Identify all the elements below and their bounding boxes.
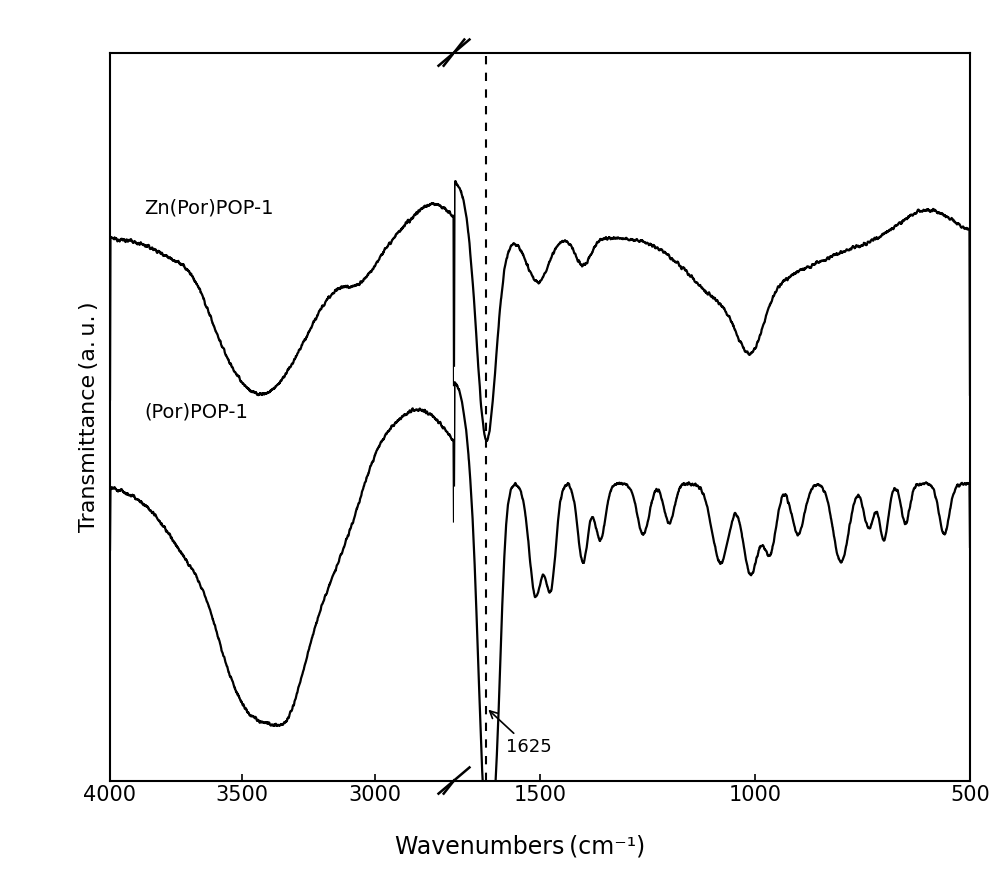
Text: Wavenumbers (cm⁻¹): Wavenumbers (cm⁻¹): [395, 834, 645, 859]
Text: 1625: 1625: [490, 711, 551, 756]
Text: Zn(Por)POP-1: Zn(Por)POP-1: [144, 198, 274, 217]
Text: (Por)POP-1: (Por)POP-1: [144, 402, 248, 421]
Y-axis label: Transmittance (a. u. ): Transmittance (a. u. ): [79, 302, 99, 531]
